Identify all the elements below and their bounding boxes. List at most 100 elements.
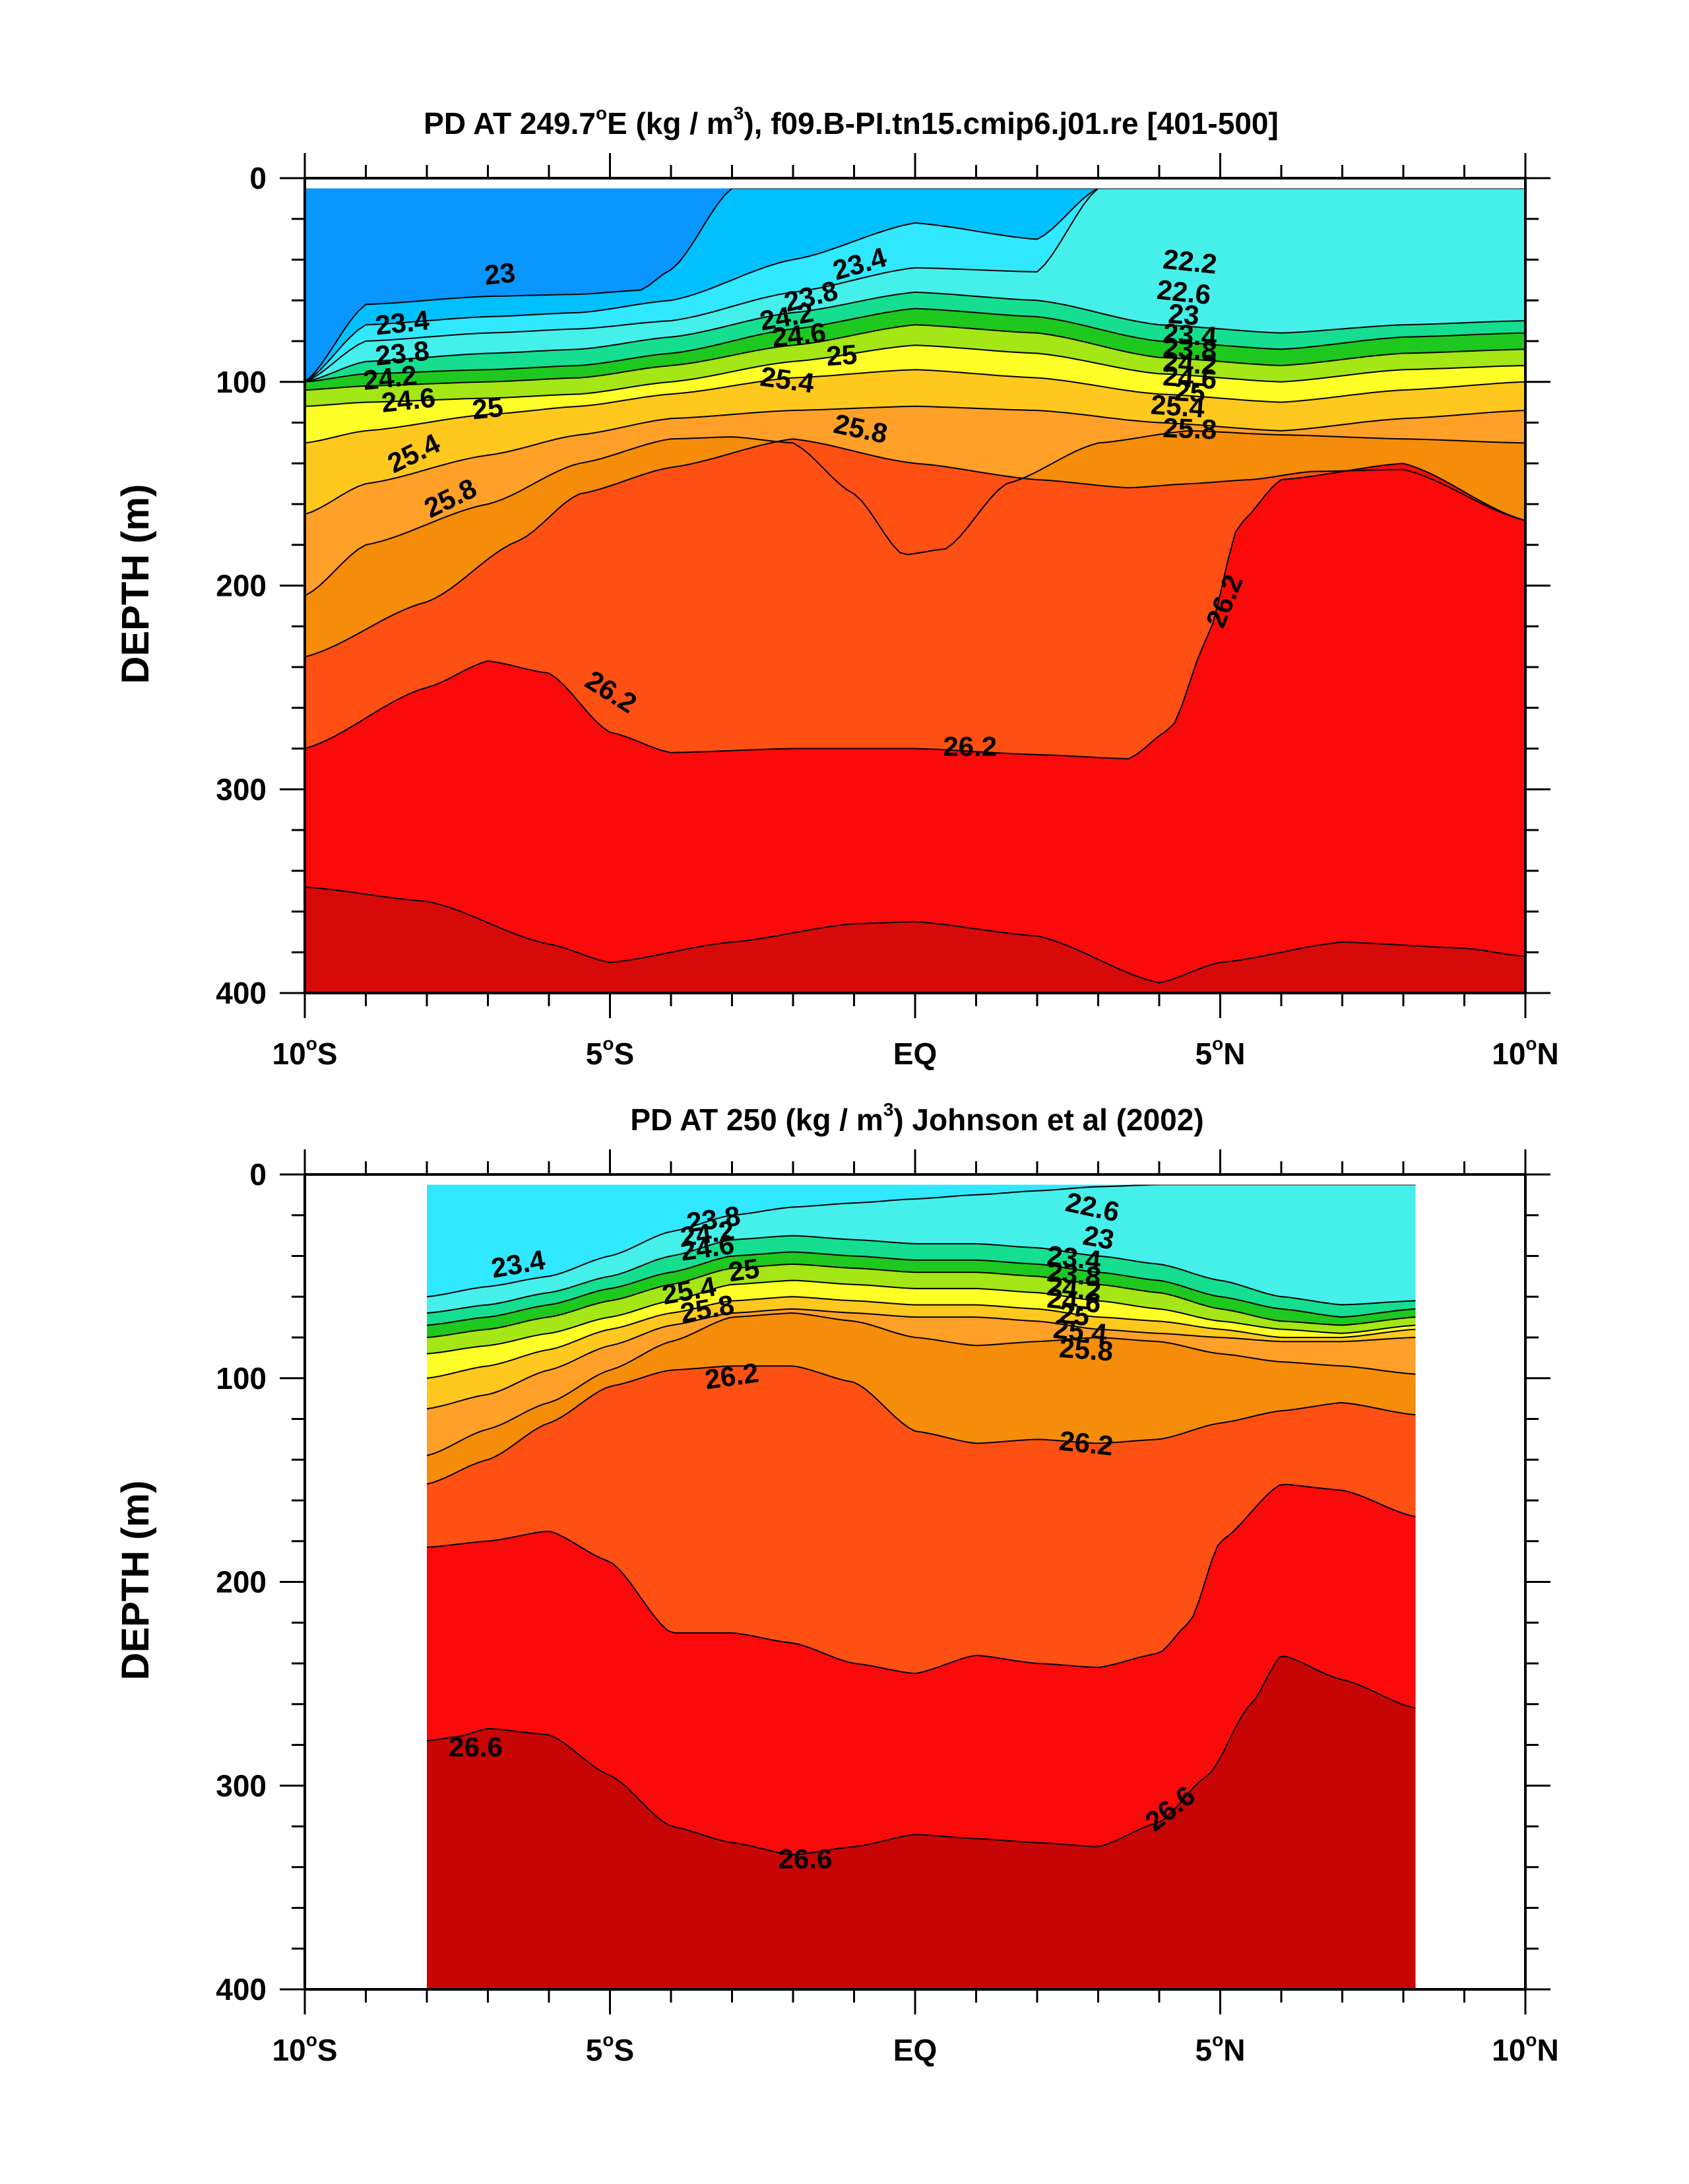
contour-label: 23.8 bbox=[1162, 332, 1218, 367]
panel-top-title-mid: E (kg / m bbox=[607, 106, 734, 141]
contour-line bbox=[427, 1251, 1416, 1326]
contour-line bbox=[427, 1296, 1416, 1379]
contour-line bbox=[305, 307, 1525, 383]
contour-label: 23.4 bbox=[374, 304, 431, 340]
contour-line bbox=[427, 1308, 1416, 1410]
contour-line-group bbox=[427, 1184, 1416, 1855]
y-tick-label: 200 bbox=[216, 569, 267, 603]
contour-label: 24.2 bbox=[678, 1214, 736, 1252]
contour-label: 23 bbox=[1167, 298, 1200, 331]
contour-label: 25.4 bbox=[759, 360, 817, 399]
panel-bottom-plot: 23.423.824.224.62525.425.826.222.62323.4… bbox=[216, 1149, 1559, 2067]
contour-label: 25.4 bbox=[1150, 389, 1206, 424]
x-tick-label: 5oS bbox=[586, 1033, 634, 1071]
x-tick-label: EQ bbox=[893, 2033, 937, 2067]
y-tick-label: 400 bbox=[216, 1972, 267, 2007]
panel-top-title: PD AT 249.7oE (kg / m3), f09.B-PI.tn15.c… bbox=[424, 103, 1279, 141]
contour-label: 25 bbox=[1057, 1298, 1091, 1332]
panel-bottom-title-prefix: PD AT 250 (kg / m bbox=[630, 1103, 883, 1137]
contour-line bbox=[427, 1279, 1416, 1355]
tick-group: 10oS 5oS EQ 5oN 10oN 0 100 200 300 400 bbox=[216, 1149, 1559, 2067]
contour-label: 24.2 bbox=[1046, 1270, 1102, 1306]
contour-label: 23.4 bbox=[1046, 1240, 1103, 1276]
contour-line bbox=[427, 1655, 1416, 1855]
contour-label: 25 bbox=[470, 391, 504, 426]
contour-label: 22.6 bbox=[1155, 274, 1212, 310]
contour-line bbox=[305, 188, 1525, 383]
contour-line bbox=[305, 438, 1525, 658]
contour-fill-group bbox=[427, 1184, 1416, 1989]
contour-line bbox=[305, 886, 1525, 984]
x-tick-label: 5oN bbox=[1195, 2030, 1246, 2067]
contour-label: 23.4 bbox=[1162, 317, 1218, 352]
panel-top-title-sup: 3 bbox=[734, 103, 744, 123]
y-tick-label: 200 bbox=[216, 1565, 267, 1599]
contour-line bbox=[305, 369, 1525, 444]
contour-label: 26.2 bbox=[943, 731, 997, 762]
contour-label: 23.8 bbox=[685, 1200, 742, 1238]
contour-line bbox=[427, 1184, 1416, 1298]
contour-label: 23 bbox=[483, 257, 517, 291]
contour-line bbox=[427, 1263, 1416, 1338]
panel-bottom-title: PD AT 250 (kg / m3) Johnson et al (2002) bbox=[630, 1099, 1203, 1137]
contour-label: 25 bbox=[825, 338, 858, 371]
contour-label: 25 bbox=[726, 1252, 761, 1287]
y-tick-label: 300 bbox=[216, 1768, 267, 1803]
tick-group: 10oS 5oS EQ 5oN 10oN 0 100 200 300 400 bbox=[216, 153, 1559, 1071]
panel-bottom: PD AT 250 (kg / m3) Johnson et al (2002)… bbox=[114, 1099, 1559, 2067]
panel-bottom-y-axis-label: DEPTH (m) bbox=[114, 1481, 157, 1681]
contour-label: 26.2 bbox=[1058, 1425, 1114, 1461]
contour-label: 25 bbox=[1174, 375, 1207, 408]
contour-fill-group bbox=[305, 188, 1525, 993]
contour-line bbox=[305, 344, 1525, 407]
contour-label: 24.6 bbox=[380, 382, 437, 418]
contour-line bbox=[305, 324, 1525, 391]
contour-label: 25.8 bbox=[1058, 1332, 1114, 1367]
x-tick-label: 10oS bbox=[272, 2030, 338, 2067]
contour-label: 23.8 bbox=[1046, 1256, 1102, 1292]
contour-label: 24.6 bbox=[1162, 360, 1218, 395]
contour-line bbox=[427, 1365, 1416, 1485]
contour-label: 24.6 bbox=[1046, 1282, 1102, 1318]
contour-line bbox=[427, 1483, 1416, 1675]
contour-label: 23 bbox=[1081, 1219, 1116, 1255]
contour-line bbox=[305, 188, 1525, 383]
panel-bottom-title-suffix: ) Johnson et al (2002) bbox=[893, 1103, 1203, 1137]
contour-line bbox=[305, 291, 1525, 383]
panel-top: PD AT 249.7oE (kg / m3), f09.B-PI.tn15.c… bbox=[114, 103, 1559, 1071]
panel-top-y-axis-label: DEPTH (m) bbox=[114, 484, 157, 684]
y-tick-label: 300 bbox=[216, 772, 267, 806]
y-tick-label: 100 bbox=[216, 365, 267, 399]
panel-bottom-title-sup: 3 bbox=[883, 1099, 894, 1120]
x-tick-label: EQ bbox=[893, 1037, 937, 1071]
contour-line bbox=[305, 463, 1525, 759]
x-tick-label: 5oN bbox=[1195, 1033, 1246, 1071]
contour-label: 24.6 bbox=[771, 317, 827, 353]
y-tick-label: 0 bbox=[249, 161, 267, 195]
y-tick-label: 0 bbox=[249, 1157, 267, 1192]
panel-top-title-degree: o bbox=[596, 103, 607, 123]
contour-label: 26.2 bbox=[703, 1357, 760, 1395]
contour-label: 24.6 bbox=[678, 1229, 736, 1267]
contour-label: 25.8 bbox=[1163, 412, 1217, 445]
contour-line-group bbox=[305, 188, 1525, 984]
x-tick-label: 10oS bbox=[272, 1033, 338, 1071]
contour-line bbox=[305, 405, 1525, 515]
contour-line bbox=[427, 1312, 1416, 1457]
contour-band bbox=[305, 887, 1525, 993]
contour-band bbox=[427, 1656, 1416, 1989]
panel-top-title-prefix: PD AT 249.7 bbox=[424, 106, 596, 141]
y-tick-label: 100 bbox=[216, 1361, 267, 1396]
contour-label: 23.8 bbox=[374, 335, 431, 371]
contour-label: 24.2 bbox=[1162, 346, 1218, 381]
x-tick-label: 10oN bbox=[1492, 1033, 1559, 1071]
contour-label: 26.6 bbox=[779, 1844, 833, 1875]
x-tick-label: 10oN bbox=[1492, 2030, 1559, 2067]
contour-label: 22.2 bbox=[1162, 243, 1219, 280]
y-tick-label: 400 bbox=[216, 976, 267, 1010]
contour-line bbox=[305, 430, 1525, 596]
contour-label: 25.4 bbox=[1052, 1313, 1109, 1349]
